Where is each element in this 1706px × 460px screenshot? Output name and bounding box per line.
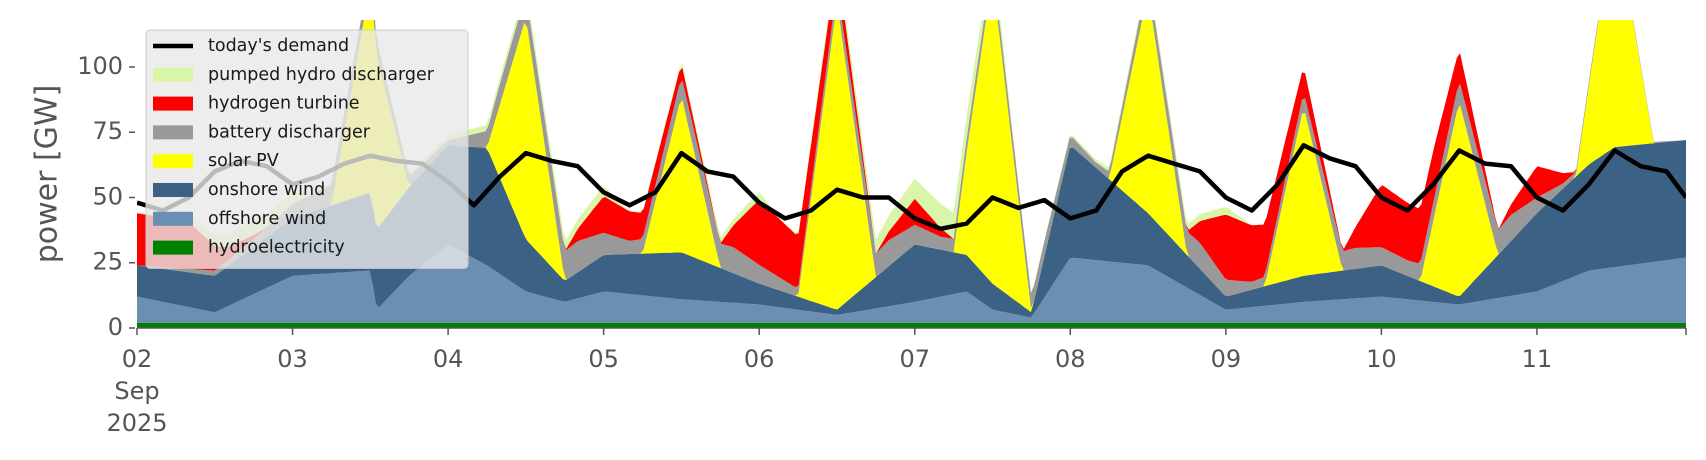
legend-label-onshore-wind: onshore wind xyxy=(208,180,325,200)
area-onshore-wind xyxy=(137,140,1686,318)
x-tick-label: 03 xyxy=(277,345,308,373)
area-hydroelectricity xyxy=(137,322,1686,328)
x-tick-label: 08 xyxy=(1055,345,1086,373)
x-tick-label: 05 xyxy=(588,345,619,373)
x-tick-label: 07 xyxy=(899,345,930,373)
legend-label-hydrogen-turbine: hydrogen turbine xyxy=(208,94,360,114)
legend-label-solar-pv: solar PV xyxy=(208,151,279,171)
x-tick-label: 11 xyxy=(1522,345,1553,373)
legend-label-hydroelectricity: hydroelectricity xyxy=(208,238,345,258)
x-tick-label: 10 xyxy=(1366,345,1397,373)
x-tick-label: 2025 xyxy=(106,409,167,437)
area-offshore-wind xyxy=(137,245,1686,323)
legend-swatch-hydrogen-turbine xyxy=(153,96,193,111)
x-axis-ticks: 02 Sep 2025 03 04 05 06 07 08 09 10 11 xyxy=(106,328,1687,437)
y-tick-label: 50 xyxy=(92,182,123,210)
y-axis-title: power [GW] xyxy=(30,85,65,264)
y-tick-label: 0 xyxy=(108,313,123,341)
legend-swatch-pumped-hydro-discharger xyxy=(153,67,193,82)
x-tick-label: Sep xyxy=(114,377,159,405)
legend-label-battery-discharger: battery discharger xyxy=(208,122,371,142)
legend-swatch-onshore-wind xyxy=(153,183,193,197)
legend-swatch-battery-discharger xyxy=(153,125,193,140)
y-tick-label: 25 xyxy=(92,248,123,276)
x-tick-label: 09 xyxy=(1211,345,1242,373)
x-tick-label: 04 xyxy=(433,345,464,373)
legend-box xyxy=(145,29,469,269)
area-hydrogen-turbine xyxy=(137,20,1686,293)
legend-label-pumped-hydro-discharger: pumped hydro discharger xyxy=(208,65,435,85)
legend-label-offshore-wind: offshore wind xyxy=(208,209,326,229)
area-solar-pv xyxy=(137,20,1686,312)
legend-swatch-solar-pv xyxy=(153,154,193,169)
y-tick-label: 75 xyxy=(92,117,123,145)
x-tick-label: 02 xyxy=(122,345,153,373)
y-tick-label: 100 xyxy=(77,52,123,80)
legend: today's demand pumped hydro discharger hyd… xyxy=(145,29,469,269)
legend-swatch-offshore-wind xyxy=(153,211,193,226)
y-axis-ticks: 0 25 50 75 100 xyxy=(77,52,135,341)
legend-label-today-s-demand: today's demand xyxy=(208,36,349,56)
legend-swatch-hydroelectricity xyxy=(153,240,193,255)
stacked-areas xyxy=(137,20,1686,328)
x-tick-label: 06 xyxy=(744,345,775,373)
